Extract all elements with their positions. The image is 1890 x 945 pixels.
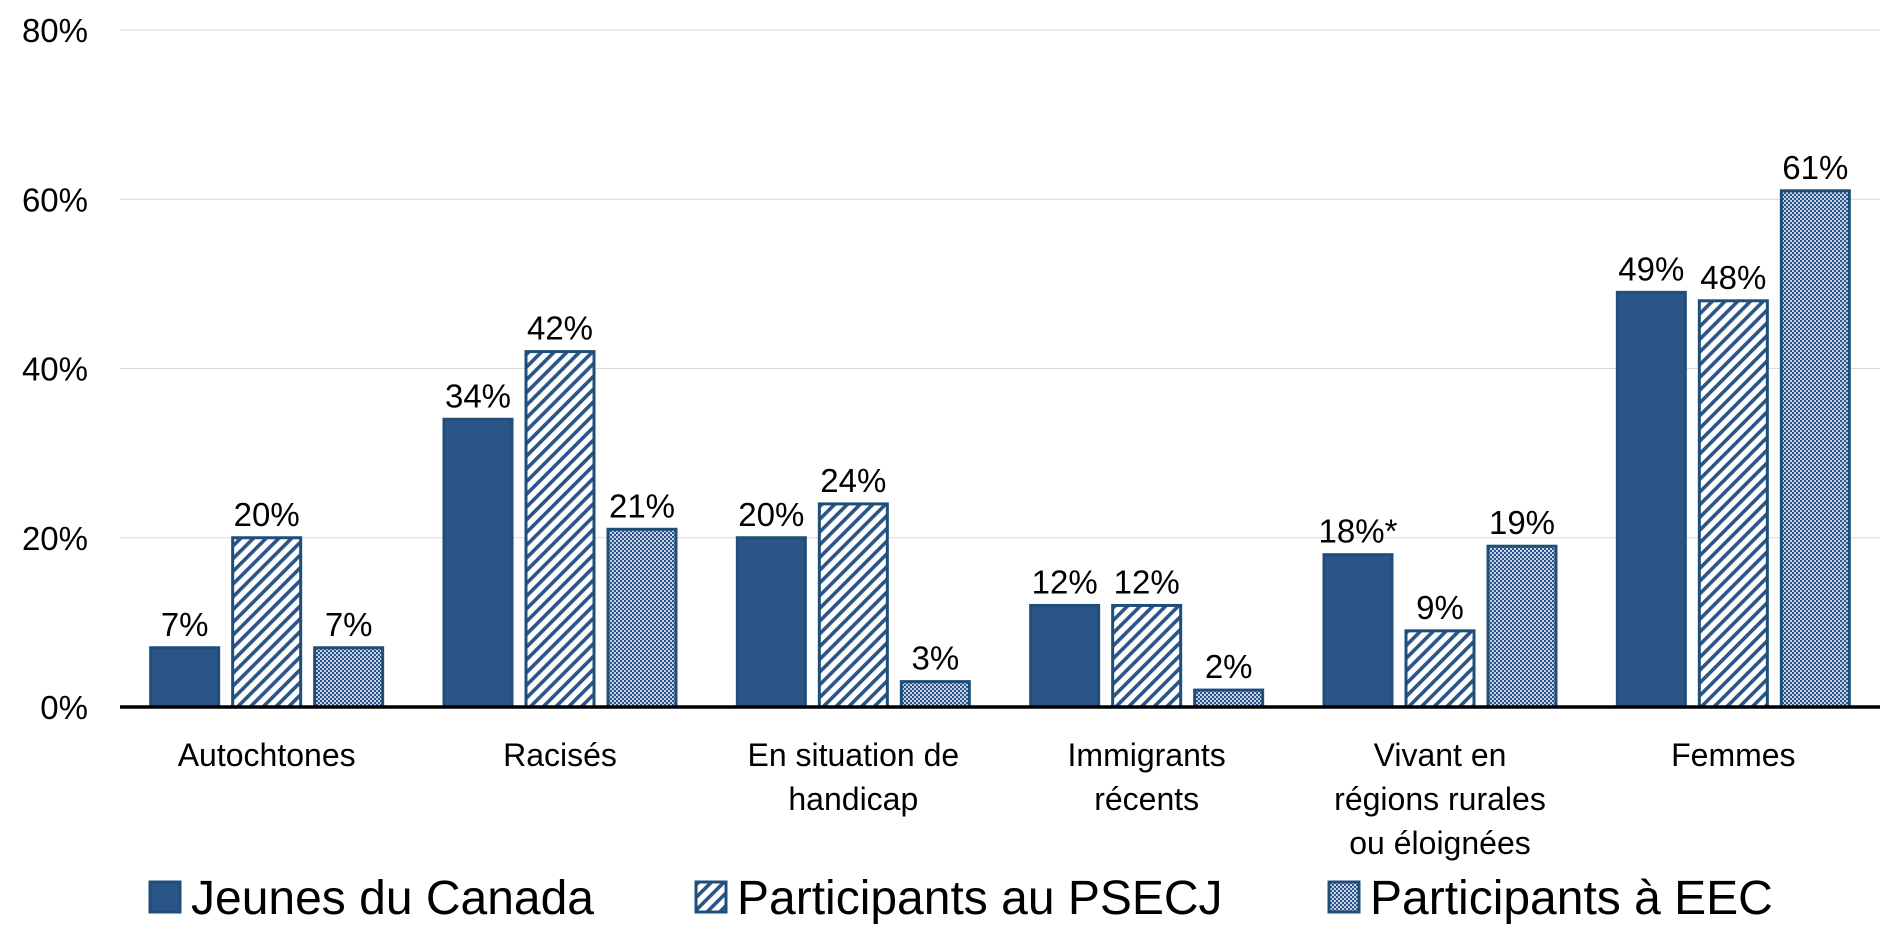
x-tick-label: Racisés (503, 737, 617, 773)
bar (1193, 688, 1265, 709)
bar (899, 680, 971, 709)
data-label: 20% (234, 496, 300, 533)
bar (1697, 299, 1769, 709)
bar (1404, 629, 1476, 709)
y-tick-label: 0% (40, 689, 88, 726)
data-label: 24% (820, 462, 886, 499)
data-label: 20% (738, 496, 804, 533)
data-label: 7% (161, 606, 209, 643)
y-tick-label: 60% (22, 181, 88, 218)
y-tick-label: 20% (22, 520, 88, 557)
bar (524, 350, 596, 709)
data-label: 48% (1700, 259, 1766, 296)
x-tick-label: Immigrants récents (1068, 737, 1226, 817)
data-label: 18%* (1319, 513, 1398, 550)
bar (1029, 603, 1101, 709)
data-label: 12% (1032, 563, 1098, 600)
legend-swatch (1327, 880, 1361, 914)
legend-label: Participants à EEC (1370, 872, 1773, 925)
bar (606, 527, 678, 709)
data-label: 49% (1618, 250, 1684, 287)
bar (1322, 553, 1394, 709)
legend-swatch (694, 880, 728, 914)
x-axis: Autochtones Racisés En situation de handica… (120, 705, 1880, 861)
bar (231, 536, 303, 709)
data-label: 34% (445, 377, 511, 414)
data-label: 12% (1114, 563, 1180, 600)
y-tick-label: 40% (22, 351, 88, 388)
bar (313, 646, 385, 709)
bar (1779, 189, 1851, 709)
bar (1486, 544, 1558, 709)
legend: Jeunes du Canada Participants au PSECJ Par… (148, 872, 1773, 925)
bar (817, 502, 889, 709)
legend-label: Participants au PSECJ (737, 872, 1223, 925)
bar (735, 536, 807, 709)
x-tick-label: Vivant en régions rurales ou éloignées (1334, 737, 1546, 861)
x-tick-label: Autochtones (178, 737, 356, 773)
data-labels: 7% 20% 7% 34% 42% 21% 20% 24% 3% 12% 12% 2% 18%* 9% 19… (161, 149, 1849, 685)
data-label: 7% (325, 606, 373, 643)
y-tick-label: 80% (22, 12, 88, 49)
data-label: 9% (1416, 589, 1464, 626)
data-label: 2% (1205, 648, 1253, 685)
y-axis: 0% 20% 40% 60% 80% (22, 12, 88, 726)
bar (149, 646, 221, 709)
data-label: 61% (1782, 149, 1848, 186)
bars (149, 189, 1851, 709)
data-label: 19% (1489, 504, 1555, 541)
x-tick-label: En situation de handicap (747, 737, 959, 817)
bar (442, 417, 514, 709)
legend-swatch (148, 880, 182, 914)
x-tick-label: Femmes (1671, 737, 1795, 773)
data-label: 42% (527, 310, 593, 347)
bar (1615, 290, 1687, 709)
data-label: 21% (609, 487, 675, 524)
gridlines (120, 29, 1880, 539)
data-label: 3% (911, 640, 959, 677)
legend-label: Jeunes du Canada (191, 872, 594, 925)
bar (1111, 603, 1183, 709)
